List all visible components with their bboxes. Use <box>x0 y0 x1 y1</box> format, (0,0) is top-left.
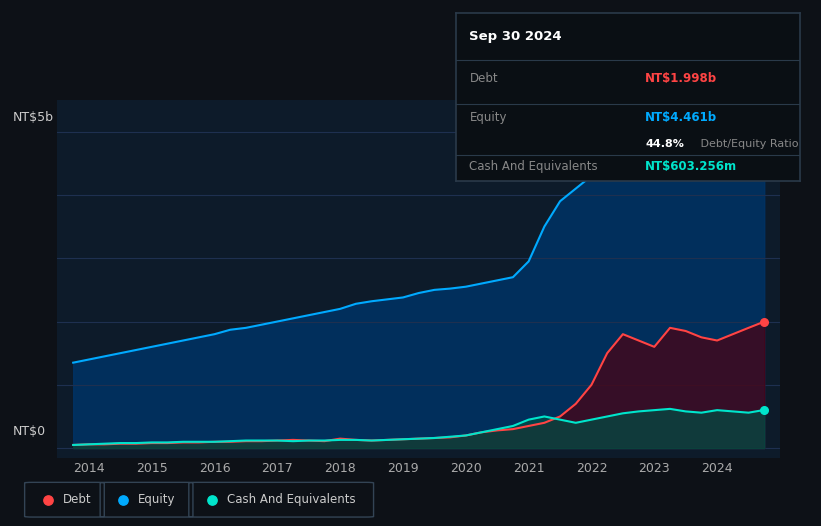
Text: Debt: Debt <box>62 493 91 506</box>
Text: NT$4.461b: NT$4.461b <box>645 111 718 124</box>
Text: NT$5b: NT$5b <box>12 110 53 124</box>
Text: Equity: Equity <box>470 111 507 124</box>
Text: Cash And Equivalents: Cash And Equivalents <box>470 159 598 173</box>
Point <box>758 317 771 326</box>
Text: Equity: Equity <box>138 493 176 506</box>
Text: NT$603.256m: NT$603.256m <box>645 159 737 173</box>
Text: 44.8%: 44.8% <box>645 139 684 149</box>
Text: NT$1.998b: NT$1.998b <box>645 72 718 85</box>
Point <box>205 495 218 504</box>
Text: Sep 30 2024: Sep 30 2024 <box>470 30 562 43</box>
Text: Debt/Equity Ratio: Debt/Equity Ratio <box>697 139 799 149</box>
Point <box>117 495 130 504</box>
Point <box>758 406 771 414</box>
Text: Cash And Equivalents: Cash And Equivalents <box>227 493 355 506</box>
Text: Debt: Debt <box>470 72 498 85</box>
Point <box>41 495 54 504</box>
Text: NT$0: NT$0 <box>12 425 46 438</box>
Point <box>758 161 771 170</box>
